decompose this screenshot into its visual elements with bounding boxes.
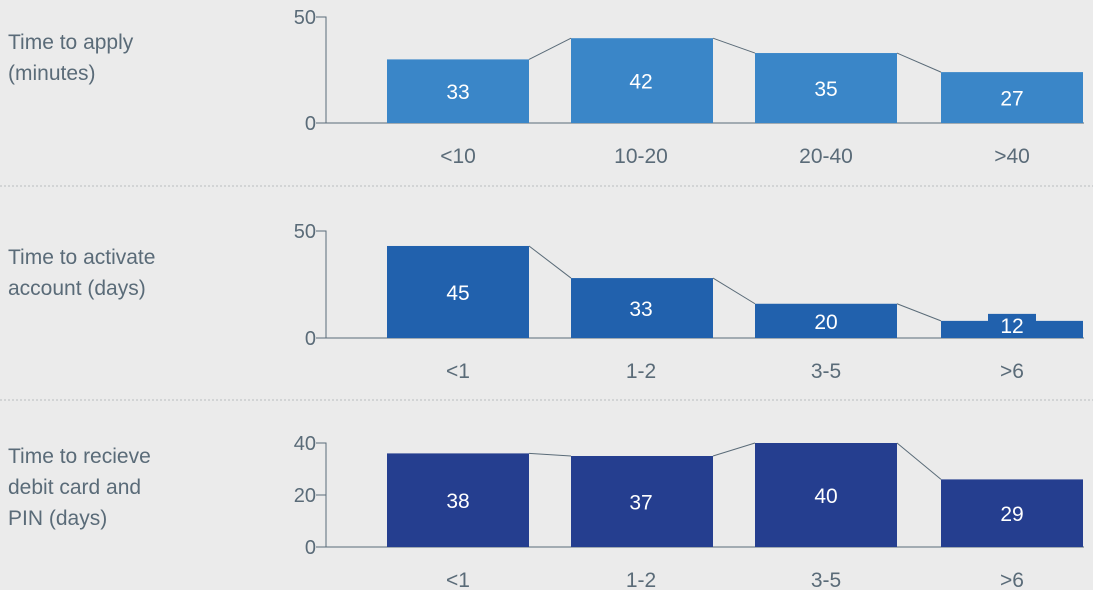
- bar: [571, 278, 713, 338]
- value-label: 29: [1000, 503, 1023, 526]
- bar-connector: [896, 303, 942, 322]
- bar: [387, 245, 529, 338]
- y-tick-label: 20: [294, 485, 316, 507]
- y-tick-label: 40: [294, 433, 316, 455]
- bar-connector: [896, 52, 942, 73]
- category-label: >6: [1000, 569, 1024, 590]
- bar: [755, 443, 897, 547]
- row-label-line: debit card and: [8, 476, 141, 499]
- category-label: 1-2: [626, 569, 656, 590]
- bar: [755, 53, 897, 123]
- value-label: 38: [446, 490, 469, 513]
- row-label-line: Time to recieve: [8, 445, 151, 468]
- bar-connector: [712, 277, 756, 305]
- bar-connector: [528, 452, 572, 457]
- bar: [755, 303, 897, 338]
- value-label: 33: [446, 81, 469, 104]
- category-label: 10-20: [614, 145, 668, 168]
- category-label: <1: [446, 569, 470, 590]
- y-tick-label: 50: [294, 7, 316, 29]
- bar: [387, 453, 529, 547]
- bar: [941, 72, 1083, 123]
- value-label-box: [988, 313, 1036, 338]
- category-label: 3-5: [811, 360, 841, 383]
- value-label: 27: [1000, 88, 1023, 111]
- value-label: 45: [446, 282, 469, 305]
- bar: [571, 38, 713, 124]
- category-label: >6: [1000, 360, 1024, 383]
- row-label-line: PIN (days): [8, 507, 107, 530]
- bar-connector: [896, 442, 942, 480]
- value-label: 37: [629, 492, 652, 515]
- value-label: 12: [1000, 315, 1023, 338]
- bar-connector: [712, 442, 756, 457]
- y-tick-label: 0: [305, 537, 316, 559]
- row-label-line: account (days): [8, 277, 146, 300]
- value-label: 40: [814, 485, 837, 508]
- category-label: 3-5: [811, 569, 841, 590]
- row-label-line: Time to apply: [8, 31, 134, 54]
- value-label: 42: [629, 71, 652, 94]
- category-label: 1-2: [626, 360, 656, 383]
- row-label-line: Time to activate: [8, 246, 155, 269]
- y-tick-label: 0: [305, 328, 316, 350]
- category-label: >40: [994, 145, 1030, 168]
- bar-connector: [528, 245, 572, 279]
- bar: [571, 456, 713, 547]
- bar-connector: [528, 37, 572, 60]
- value-label: 33: [629, 298, 652, 321]
- category-label: 20-40: [799, 145, 853, 168]
- value-label: 20: [814, 311, 837, 334]
- bar-connector: [712, 37, 756, 54]
- category-label: <10: [440, 145, 476, 168]
- bar: [941, 479, 1083, 547]
- value-label: 35: [814, 78, 837, 101]
- y-tick-label: 50: [294, 221, 316, 243]
- y-tick-label: 0: [305, 113, 316, 135]
- category-label: <1: [446, 360, 470, 383]
- bar: [387, 59, 529, 123]
- row-label-line: (minutes): [8, 62, 96, 85]
